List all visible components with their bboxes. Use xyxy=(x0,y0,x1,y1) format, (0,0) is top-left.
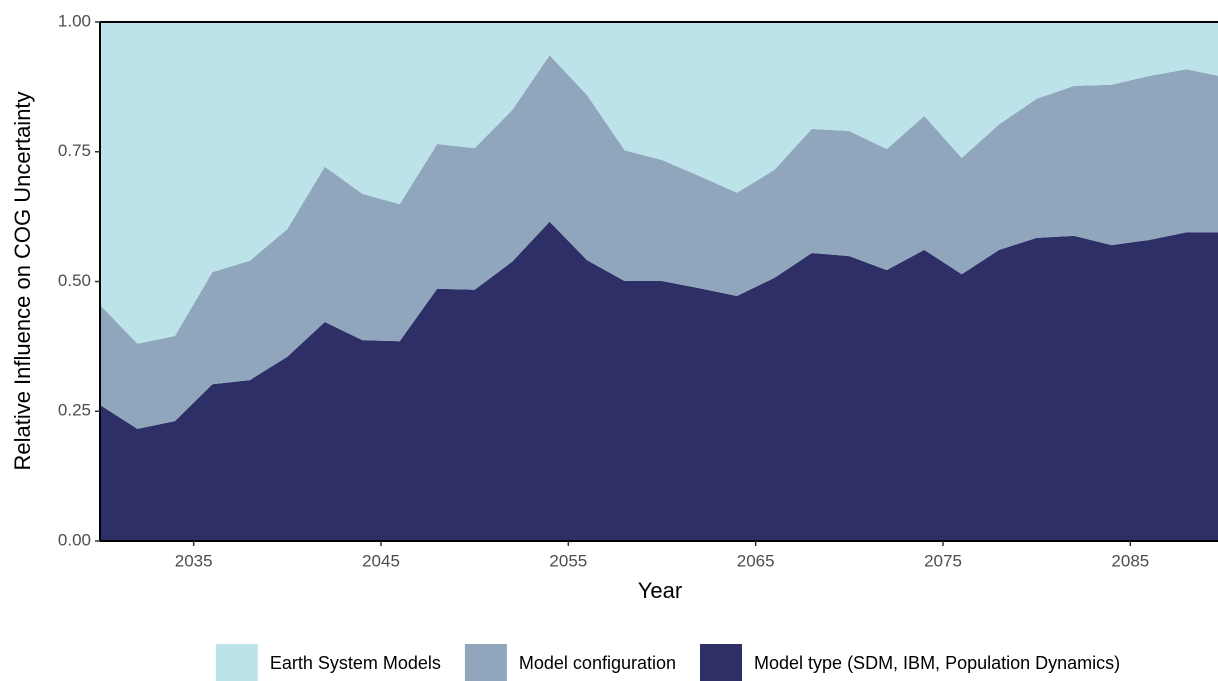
y-axis-title: Relative Influence on COG Uncertainty xyxy=(10,91,35,470)
y-tick-label: 0.25 xyxy=(58,401,91,420)
area xyxy=(100,22,1218,344)
x-tick-label: 2075 xyxy=(924,551,962,570)
x-axis-title: Year xyxy=(638,578,682,603)
legend: Earth System Models Model configuration Mo… xyxy=(215,644,1120,681)
legend-label: Model configuration xyxy=(519,653,676,673)
x-tick-label: 2045 xyxy=(362,551,400,570)
y-tick-label: 1.00 xyxy=(58,11,91,30)
y-tick-label: 0.75 xyxy=(58,141,91,160)
legend-swatch xyxy=(464,644,507,681)
legend-label: Earth System Models xyxy=(270,653,441,673)
area xyxy=(100,221,1218,541)
legend-swatch xyxy=(700,644,743,681)
x-tick-label: 2065 xyxy=(737,551,775,570)
y-tick-label: 0.50 xyxy=(58,271,91,290)
y-tick-label: 0.00 xyxy=(58,530,91,549)
legend-swatch xyxy=(215,644,258,681)
legend-label: Model type (SDM, IBM, Population Dynamic… xyxy=(754,653,1120,673)
x-tick-label: 2035 xyxy=(175,551,213,570)
area xyxy=(100,55,1218,429)
x-tick-label: 2055 xyxy=(549,551,587,570)
x-tick-label: 2085 xyxy=(1111,551,1149,570)
